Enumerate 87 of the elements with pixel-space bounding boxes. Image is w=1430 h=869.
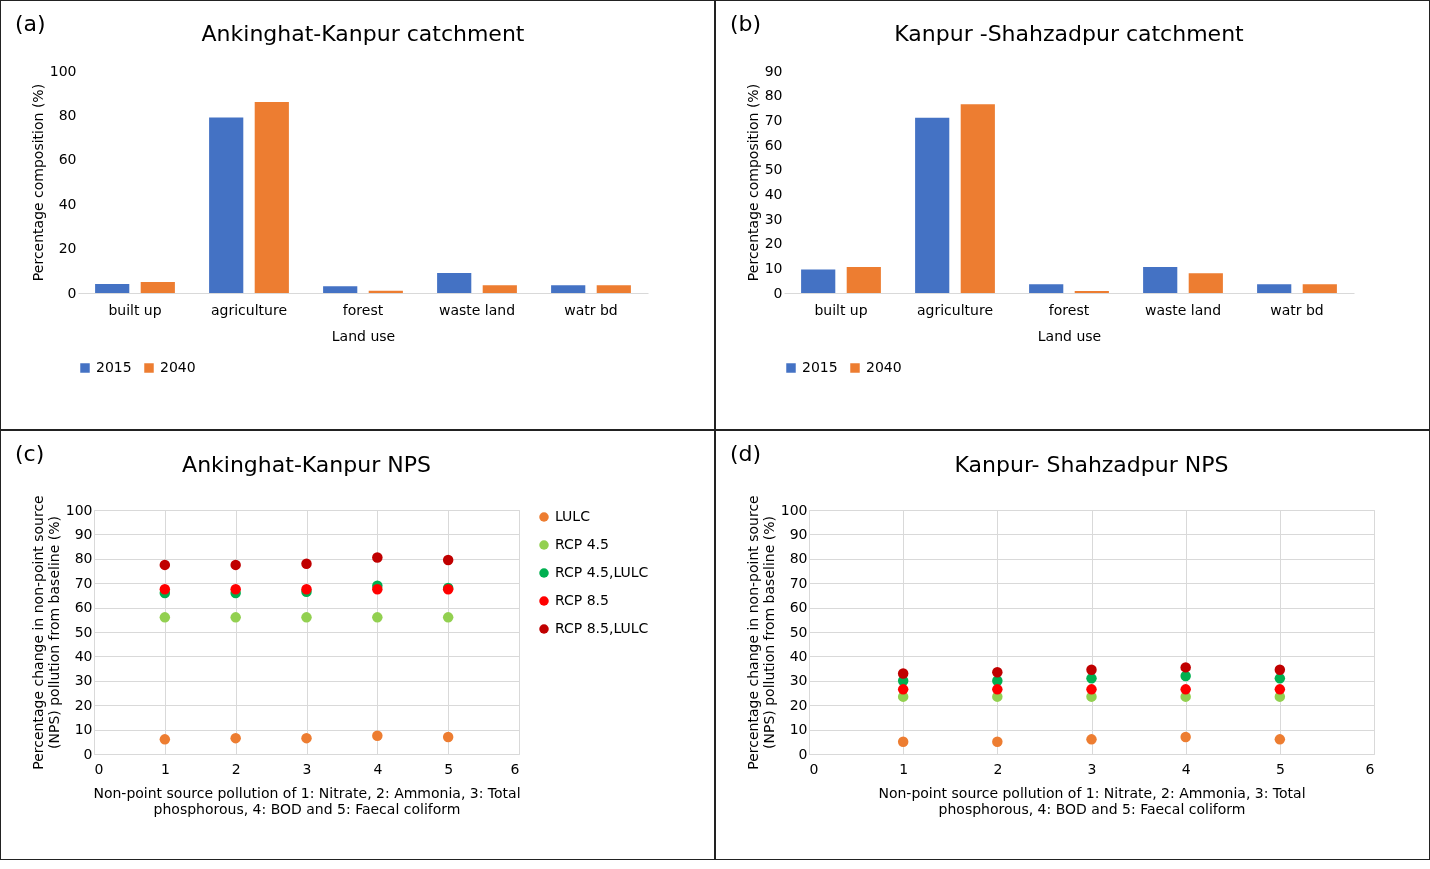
x-axis-title: Non-point source pollution of 1: Nitrate, 2: Ammonia, 3: Total phosphorous, 4: BOD and 5: Faecal coliform	[878, 784, 1306, 817]
x-axis-title: Land use	[331, 327, 396, 344]
y-tick-label: 0	[67, 284, 77, 301]
x-tick-label: built up	[108, 301, 162, 318]
legend-label: 2040	[160, 359, 196, 375]
y-tick-label: 80	[789, 550, 808, 567]
legend-label: RCP 8.5,LULC	[555, 620, 649, 636]
y-tick-label: 100	[780, 501, 808, 518]
y-tick-label: 20	[789, 696, 808, 713]
legend-label: RCP 4.5	[555, 536, 609, 552]
x-tick-label: 0	[809, 760, 819, 777]
y-tick-label: 60	[789, 599, 808, 616]
y-tick-label: 50	[789, 623, 808, 640]
x-tick-label: 3	[1087, 760, 1097, 777]
y-tick-label: 0	[773, 284, 783, 301]
chart-title: Kanpur- Shahzadpur NPS	[954, 451, 1229, 477]
y-tick-label: 10	[764, 259, 783, 276]
x-tick-label: 1	[899, 760, 909, 777]
y-tick-label: 60	[58, 151, 77, 168]
y-tick-label: 70	[789, 574, 808, 591]
x-tick-label: 2	[993, 760, 1003, 777]
x-tick-label: agriculture	[211, 301, 287, 318]
legend-label: LULC	[555, 508, 591, 524]
legend-label: 2040	[866, 359, 902, 375]
y-tick-label: 80	[764, 87, 783, 104]
x-tick-label: 6	[1365, 760, 1375, 777]
x-tick-label: 0	[94, 760, 104, 777]
x-tick-label: 5	[1275, 760, 1285, 777]
legend-label: RCP 8.5	[555, 592, 609, 608]
x-tick-label: forest	[342, 301, 384, 318]
text: (b)	[730, 11, 762, 36]
x-tick-label: agriculture	[917, 301, 993, 318]
x-tick-label: built up	[814, 301, 868, 318]
chart-title: Ankinghat-Kanpur catchment	[201, 21, 525, 46]
y-tick-label: 80	[58, 106, 77, 123]
chart-title: Ankinghat-Kanpur NPS	[182, 451, 431, 477]
y-axis-title: Percentage change in non-point source (NPS) pollution from baseline (%)	[29, 495, 62, 770]
x-axis-title: Non-point source pollution of 1: Nitrate, 2: Ammonia, 3: Total phosphorous, 4: BOD and 5: Faecal coliform	[93, 784, 521, 817]
y-tick-label: 70	[74, 574, 93, 591]
legend-label: RCP 4.5,LULC	[555, 564, 649, 580]
x-tick-label: 4	[373, 760, 383, 777]
y-tick-label: 50	[74, 623, 93, 640]
chart-title: Kanpur -Shahzadpur catchment	[894, 21, 1245, 46]
y-tick-label: 100	[65, 501, 93, 518]
y-tick-label: 90	[789, 525, 808, 542]
y-tick-label: 0	[83, 745, 93, 762]
text: (c)	[15, 441, 45, 466]
x-tick-label: watr bd	[564, 301, 618, 318]
y-tick-label: 60	[764, 136, 783, 153]
y-tick-label: 20	[58, 240, 77, 257]
y-tick-label: 40	[58, 195, 77, 212]
x-tick-label: 1	[160, 760, 170, 777]
y-tick-label: 60	[74, 599, 93, 616]
y-axis-title: Percentage composition (%)	[29, 83, 46, 282]
y-tick-label: 90	[74, 525, 93, 542]
text: (a)	[15, 11, 46, 36]
legend-label: 2015	[96, 359, 132, 375]
x-tick-label: forest	[1048, 301, 1090, 318]
y-tick-label: 20	[74, 696, 93, 713]
y-tick-label: 20	[764, 235, 783, 252]
y-axis-title: Percentage composition (%)	[744, 83, 761, 282]
y-axis-title: Percentage change in non-point source (NPS) pollution from baseline (%)	[744, 495, 777, 770]
y-tick-label: 10	[74, 721, 93, 738]
x-tick-label: waste land	[438, 301, 516, 318]
x-tick-label: 2	[231, 760, 241, 777]
x-tick-label: 3	[302, 760, 312, 777]
y-tick-label: 30	[764, 210, 783, 227]
y-tick-label: 70	[764, 111, 783, 128]
y-tick-label: 80	[74, 550, 93, 567]
y-tick-label: 30	[789, 672, 808, 689]
y-tick-label: 40	[764, 185, 783, 202]
x-tick-label: watr bd	[1270, 301, 1324, 318]
y-tick-label: 90	[764, 62, 783, 79]
y-tick-label: 30	[74, 672, 93, 689]
y-tick-label: 10	[789, 721, 808, 738]
x-tick-label: waste land	[1144, 301, 1222, 318]
y-tick-label: 40	[74, 647, 93, 664]
y-tick-label: 0	[798, 745, 808, 762]
x-tick-label: 5	[444, 760, 454, 777]
y-tick-label: 50	[764, 161, 783, 178]
x-tick-label: 4	[1181, 760, 1191, 777]
x-tick-label: 6	[510, 760, 520, 777]
x-axis-title: Land use	[1037, 327, 1102, 344]
y-tick-label: 40	[789, 647, 808, 664]
text: (d)	[730, 441, 762, 466]
y-tick-label: 100	[49, 62, 77, 79]
legend-label: 2015	[802, 359, 838, 375]
